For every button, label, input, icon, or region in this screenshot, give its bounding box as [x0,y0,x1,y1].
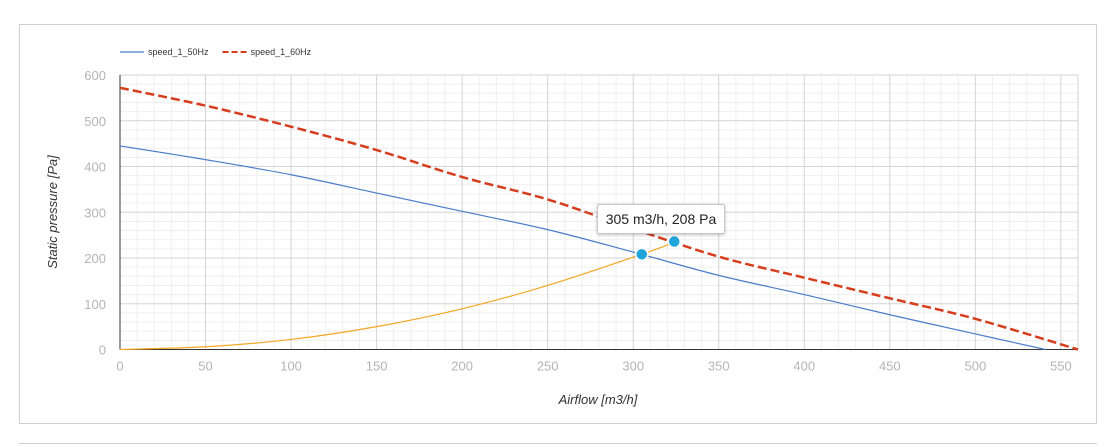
y-tick-label: 600 [84,68,106,83]
x-tick-label: 350 [708,359,730,374]
legend: speed_1_50Hz speed_1_60Hz [120,47,312,57]
x-tick-label: 250 [537,359,559,374]
x-tick-label: 500 [965,359,987,374]
legend-label[interactable]: speed_1_60Hz [251,47,312,57]
x-tick-label: 550 [1050,359,1072,374]
series-line-speed-1-60hz [119,86,1079,351]
x-tick-labels: 0 50 100 150 200 250 300 350 400 450 500 550 [116,359,1071,374]
y-axis-title: Static pressure [Pa] [45,155,60,269]
x-tick-label: 100 [280,359,302,374]
y-tick-label: 200 [84,251,106,266]
y-tick-label: 500 [84,114,106,129]
y-tick-labels: 0 100 200 300 400 500 600 [84,68,106,358]
operating-point-marker[interactable] [667,234,682,249]
y-tick-label: 300 [84,205,106,220]
operating-point-marker[interactable] [635,247,649,262]
x-tick-label: 450 [879,359,901,374]
x-tick-label: 50 [198,359,212,374]
series-line-speed-1-50hz [119,145,1046,351]
x-tick-label: 400 [793,359,815,374]
y-tick-label: 100 [84,297,106,312]
bottom-divider [19,443,1097,444]
series-lines [119,86,1079,351]
x-axis-title: Airflow [m3/h] [558,392,638,407]
chart-frame [19,24,1097,424]
series-line-system-curve [119,241,675,351]
y-tick-label: 400 [84,160,106,175]
x-tick-label: 150 [366,359,388,374]
hover-tooltip: 305 m3/h, 208 Pa [597,204,725,234]
operating-point-markers [635,234,682,262]
x-tick-label: 300 [622,359,644,374]
x-tick-label: 0 [116,359,123,374]
axes [119,75,1078,350]
legend-label[interactable]: speed_1_50Hz [148,47,209,57]
x-tick-label: 200 [451,359,473,374]
y-tick-label: 0 [99,343,106,358]
